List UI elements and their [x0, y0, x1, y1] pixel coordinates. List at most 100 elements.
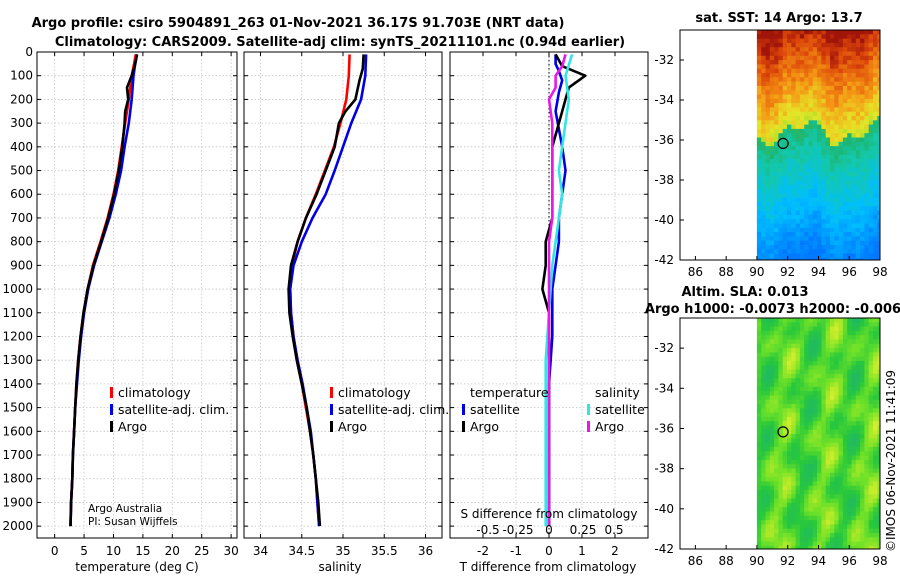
heatmap-cell — [778, 85, 784, 91]
heatmap-cell — [791, 77, 796, 82]
heatmap-cell — [868, 416, 874, 422]
heatmap-cell — [864, 343, 870, 349]
heatmap-cell — [812, 94, 818, 100]
heatmap-cell — [855, 154, 861, 160]
heatmap-cell — [765, 73, 771, 78]
heatmap-cell — [838, 421, 844, 426]
heatmap-cell — [842, 38, 848, 44]
heatmap-cell — [860, 30, 865, 35]
heatmap-cell — [782, 159, 788, 164]
heatmap-cell — [782, 318, 788, 323]
heatmap-cell — [756, 395, 762, 401]
heatmap-cell — [855, 429, 861, 435]
heatmap-cell — [864, 326, 870, 332]
heatmap-cell — [825, 490, 831, 495]
heatmap-cell — [812, 116, 818, 121]
heatmap-cell — [761, 64, 766, 70]
heatmap-cell — [787, 343, 792, 349]
heatmap-cell — [882, 138, 887, 143]
heatmap-cell — [834, 146, 839, 151]
heatmap-cell — [830, 507, 835, 512]
heatmap-cell — [756, 326, 762, 332]
heatmap-cell — [799, 103, 805, 108]
heatmap-cell — [782, 137, 788, 143]
heatmap-cell — [851, 159, 857, 164]
heatmap-cell — [821, 395, 827, 401]
heatmap-cell — [791, 330, 796, 336]
heatmap-cell — [812, 498, 818, 504]
heatmap-cell — [847, 369, 852, 375]
heatmap-cell — [821, 490, 827, 495]
heatmap-cell — [812, 339, 818, 345]
heatmap-cell — [864, 339, 870, 345]
heatmap-cell — [860, 524, 865, 530]
heatmap-cell — [804, 146, 809, 151]
heatmap-cell — [778, 515, 784, 521]
heatmap-cell — [860, 438, 865, 444]
heatmap-cell — [873, 318, 878, 323]
heatmap-cell — [842, 399, 848, 405]
heatmap-cell — [795, 365, 801, 370]
heatmap-cell — [812, 154, 818, 160]
heatmap-cell — [830, 408, 835, 413]
heatmap-cell — [860, 146, 865, 151]
heatmap-cell — [830, 455, 835, 461]
heatmap-cell — [812, 68, 818, 74]
heatmap-cell — [877, 163, 880, 168]
heatmap-cell — [842, 34, 848, 39]
heatmap-cell — [765, 98, 771, 104]
heatmap-cell — [855, 438, 861, 444]
heatmap-cell — [830, 227, 835, 233]
heatmap-cell — [877, 171, 880, 177]
heatmap-cell — [873, 528, 878, 534]
heatmap-cell — [756, 416, 762, 422]
heatmap-cell — [868, 378, 874, 383]
heatmap-cell — [834, 352, 839, 358]
heatmap-cell — [864, 416, 870, 422]
heatmap-cell — [787, 38, 792, 44]
heatmap-cell — [847, 511, 852, 517]
heatmap-cell — [791, 51, 796, 57]
heatmap-cell — [830, 68, 835, 74]
heatmap-cell — [873, 425, 878, 431]
x-tick-label: 94 — [811, 265, 826, 279]
heatmap-cell — [769, 369, 775, 375]
heatmap-cell — [804, 30, 809, 35]
heatmap-cell — [799, 245, 805, 250]
heatmap-cell — [774, 236, 779, 242]
heatmap-cell — [804, 515, 809, 521]
heatmap-cell — [769, 184, 775, 190]
heatmap-cell — [782, 98, 788, 104]
heatmap-cell — [825, 434, 831, 439]
heatmap-cell — [774, 361, 779, 366]
heatmap-cell — [808, 472, 814, 478]
heatmap-cell — [847, 335, 852, 340]
heatmap-cell — [873, 167, 878, 173]
heatmap-cell — [769, 232, 775, 237]
heatmap-cell — [851, 111, 857, 117]
heatmap-cell — [782, 507, 788, 512]
heatmap-cell — [765, 171, 771, 177]
heatmap-cell — [821, 511, 827, 517]
heatmap-cell — [765, 51, 771, 57]
heatmap-cell — [830, 47, 835, 52]
heatmap-cell — [864, 485, 870, 491]
heatmap-cell — [825, 206, 831, 211]
heatmap-cell — [864, 240, 870, 246]
heatmap-cell — [812, 128, 818, 134]
heatmap-cell — [778, 356, 784, 362]
heatmap-cell — [821, 137, 827, 143]
heatmap-cell — [868, 404, 874, 409]
x-tick-label: 30 — [223, 544, 238, 558]
heatmap-cell — [761, 214, 766, 220]
heatmap-cell — [765, 141, 771, 147]
heatmap-cell — [804, 245, 809, 250]
heatmap-cell — [864, 42, 870, 48]
heatmap-cell — [851, 60, 857, 65]
heatmap-cell — [864, 146, 870, 151]
heatmap-cell — [795, 520, 801, 525]
heatmap-cell — [765, 541, 771, 547]
heatmap-cell — [873, 240, 878, 246]
heatmap-cell — [825, 133, 831, 138]
heatmap-cell — [873, 154, 878, 160]
